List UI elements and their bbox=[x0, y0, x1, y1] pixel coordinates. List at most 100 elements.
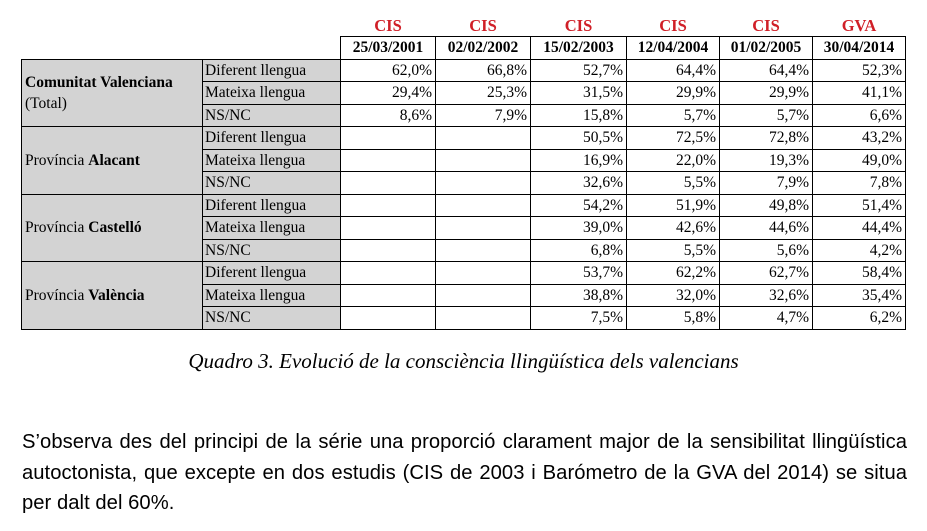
row-label: Mateixa llengua bbox=[202, 81, 341, 105]
value-cell: 25,3% bbox=[435, 81, 531, 105]
date-header: 01/02/2005 bbox=[719, 36, 813, 60]
date-header: 30/04/2014 bbox=[812, 36, 906, 60]
value-cell: 4,2% bbox=[812, 238, 906, 262]
region-label: Província Alacant bbox=[21, 126, 203, 195]
value-cell: 5,7% bbox=[719, 103, 813, 127]
table-body: Comunitat Valenciana (Total) Diferent llen… bbox=[21, 58, 906, 330]
value-cell: 51,9% bbox=[626, 193, 720, 217]
value-cell: 7,9% bbox=[719, 171, 813, 195]
row-label: Diferent llengua bbox=[202, 193, 341, 217]
table-row: Província Castelló Diferent llengua 54,2% 5… bbox=[21, 193, 906, 262]
value-cell: 54,2% bbox=[530, 193, 627, 217]
value-cell bbox=[435, 148, 531, 172]
region-prefix: Província bbox=[25, 286, 89, 304]
table-row: Mateixa llengua 38,8% 32,0% 32,6% 35,4% bbox=[22, 283, 906, 307]
source-header: CIS bbox=[469, 15, 497, 35]
table-row: Mateixa llengua 39,0% 42,6% 44,6% 44,4% bbox=[22, 216, 906, 240]
value-cell: 62,7% bbox=[719, 261, 813, 285]
value-cell: 72,5% bbox=[626, 126, 720, 150]
date-header: 15/02/2003 bbox=[530, 36, 627, 60]
value-cell: 64,4% bbox=[626, 58, 720, 82]
table-row: NS/NC 32,6% 5,5% 7,9% 7,8% bbox=[22, 171, 906, 195]
value-cell: 6,8% bbox=[530, 238, 627, 262]
row-label: Mateixa llengua bbox=[202, 216, 341, 240]
value-cell: 8,6% bbox=[340, 103, 436, 127]
value-cell: 41,1% bbox=[812, 81, 906, 105]
region-name: Castelló bbox=[88, 219, 142, 237]
row-label: Mateixa llengua bbox=[202, 148, 341, 172]
value-cell bbox=[340, 126, 436, 150]
date-row: 25/03/2001 02/02/2002 15/02/2003 12/04/2… bbox=[22, 36, 906, 60]
value-cell: 38,8% bbox=[530, 283, 627, 307]
body-paragraph: S’observa des del principi de la série u… bbox=[22, 431, 907, 514]
results-table-container: CIS CIS CIS CIS CIS GVA 25/03/2001 02/02… bbox=[21, 14, 906, 330]
value-cell: 44,4% bbox=[812, 216, 906, 240]
row-label: NS/NC bbox=[202, 238, 341, 262]
source-header: CIS bbox=[752, 15, 780, 35]
source-header: CIS bbox=[659, 15, 687, 35]
value-cell bbox=[435, 171, 531, 195]
source-row: CIS CIS CIS CIS CIS GVA bbox=[22, 14, 906, 37]
value-cell: 19,3% bbox=[719, 148, 813, 172]
value-cell bbox=[435, 126, 531, 150]
value-cell: 32,6% bbox=[719, 283, 813, 307]
region-prefix: Província bbox=[25, 219, 89, 237]
value-cell: 5,5% bbox=[626, 238, 720, 262]
row-label: Diferent llengua bbox=[202, 261, 341, 285]
region-label: Comunitat Valenciana (Total) bbox=[21, 58, 203, 127]
value-cell bbox=[340, 216, 436, 240]
value-cell: 72,8% bbox=[719, 126, 813, 150]
value-cell: 29,9% bbox=[626, 81, 720, 105]
value-cell bbox=[340, 171, 436, 195]
value-cell: 50,5% bbox=[530, 126, 627, 150]
row-label: Diferent llengua bbox=[202, 126, 341, 150]
results-table: CIS CIS CIS CIS CIS GVA 25/03/2001 02/02… bbox=[21, 14, 906, 330]
value-cell: 5,7% bbox=[626, 103, 720, 127]
source-header: CIS bbox=[374, 15, 402, 35]
date-header: 25/03/2001 bbox=[340, 36, 436, 60]
table-row: NS/NC 7,5% 5,8% 4,7% 6,2% bbox=[22, 306, 906, 330]
value-cell: 43,2% bbox=[812, 126, 906, 150]
table-row: Mateixa llengua 16,9% 22,0% 19,3% 49,0% bbox=[22, 148, 906, 172]
value-cell bbox=[435, 283, 531, 307]
value-cell: 66,8% bbox=[435, 58, 531, 82]
value-cell: 16,9% bbox=[530, 148, 627, 172]
value-cell: 6,2% bbox=[812, 306, 906, 330]
value-cell bbox=[435, 261, 531, 285]
region-name: Comunitat Valenciana bbox=[25, 73, 173, 91]
value-cell: 49,8% bbox=[719, 193, 813, 217]
row-label: NS/NC bbox=[202, 171, 341, 195]
row-label: NS/NC bbox=[202, 306, 341, 330]
table-row: Província Alacant Diferent llengua 50,5% 72… bbox=[21, 126, 906, 195]
table-row: Comunitat Valenciana (Total) Diferent llen… bbox=[21, 58, 906, 127]
value-cell: 32,6% bbox=[530, 171, 627, 195]
value-cell bbox=[435, 306, 531, 330]
value-cell: 29,9% bbox=[719, 81, 813, 105]
date-header: 02/02/2002 bbox=[435, 36, 531, 60]
value-cell: 39,0% bbox=[530, 216, 627, 240]
region-prefix: Província bbox=[25, 151, 89, 169]
value-cell bbox=[340, 148, 436, 172]
value-cell bbox=[435, 193, 531, 217]
region-name: València bbox=[88, 286, 145, 304]
value-cell bbox=[340, 238, 436, 262]
value-cell: 52,7% bbox=[530, 58, 627, 82]
value-cell bbox=[435, 238, 531, 262]
region-label: Província València bbox=[21, 261, 203, 330]
row-label: Mateixa llengua bbox=[202, 283, 341, 307]
region-label: Província Castelló bbox=[21, 193, 203, 262]
table-row: Mateixa llengua 29,4% 25,3% 31,5% 29,9% 29,9%… bbox=[22, 81, 906, 105]
table-caption: Quadro 3. Evolució de la consciència lli… bbox=[188, 349, 739, 373]
value-cell: 42,6% bbox=[626, 216, 720, 240]
value-cell: 7,5% bbox=[530, 306, 627, 330]
value-cell: 29,4% bbox=[340, 81, 436, 105]
row-label: NS/NC bbox=[202, 103, 341, 127]
value-cell: 31,5% bbox=[530, 81, 627, 105]
value-cell: 5,5% bbox=[626, 171, 720, 195]
value-cell: 52,3% bbox=[812, 58, 906, 82]
value-cell: 62,0% bbox=[340, 58, 436, 82]
row-label: Diferent llengua bbox=[202, 58, 341, 82]
value-cell: 6,6% bbox=[812, 103, 906, 127]
value-cell: 7,8% bbox=[812, 171, 906, 195]
table-row: Província València Diferent llengua 53,7% 6… bbox=[21, 261, 906, 330]
